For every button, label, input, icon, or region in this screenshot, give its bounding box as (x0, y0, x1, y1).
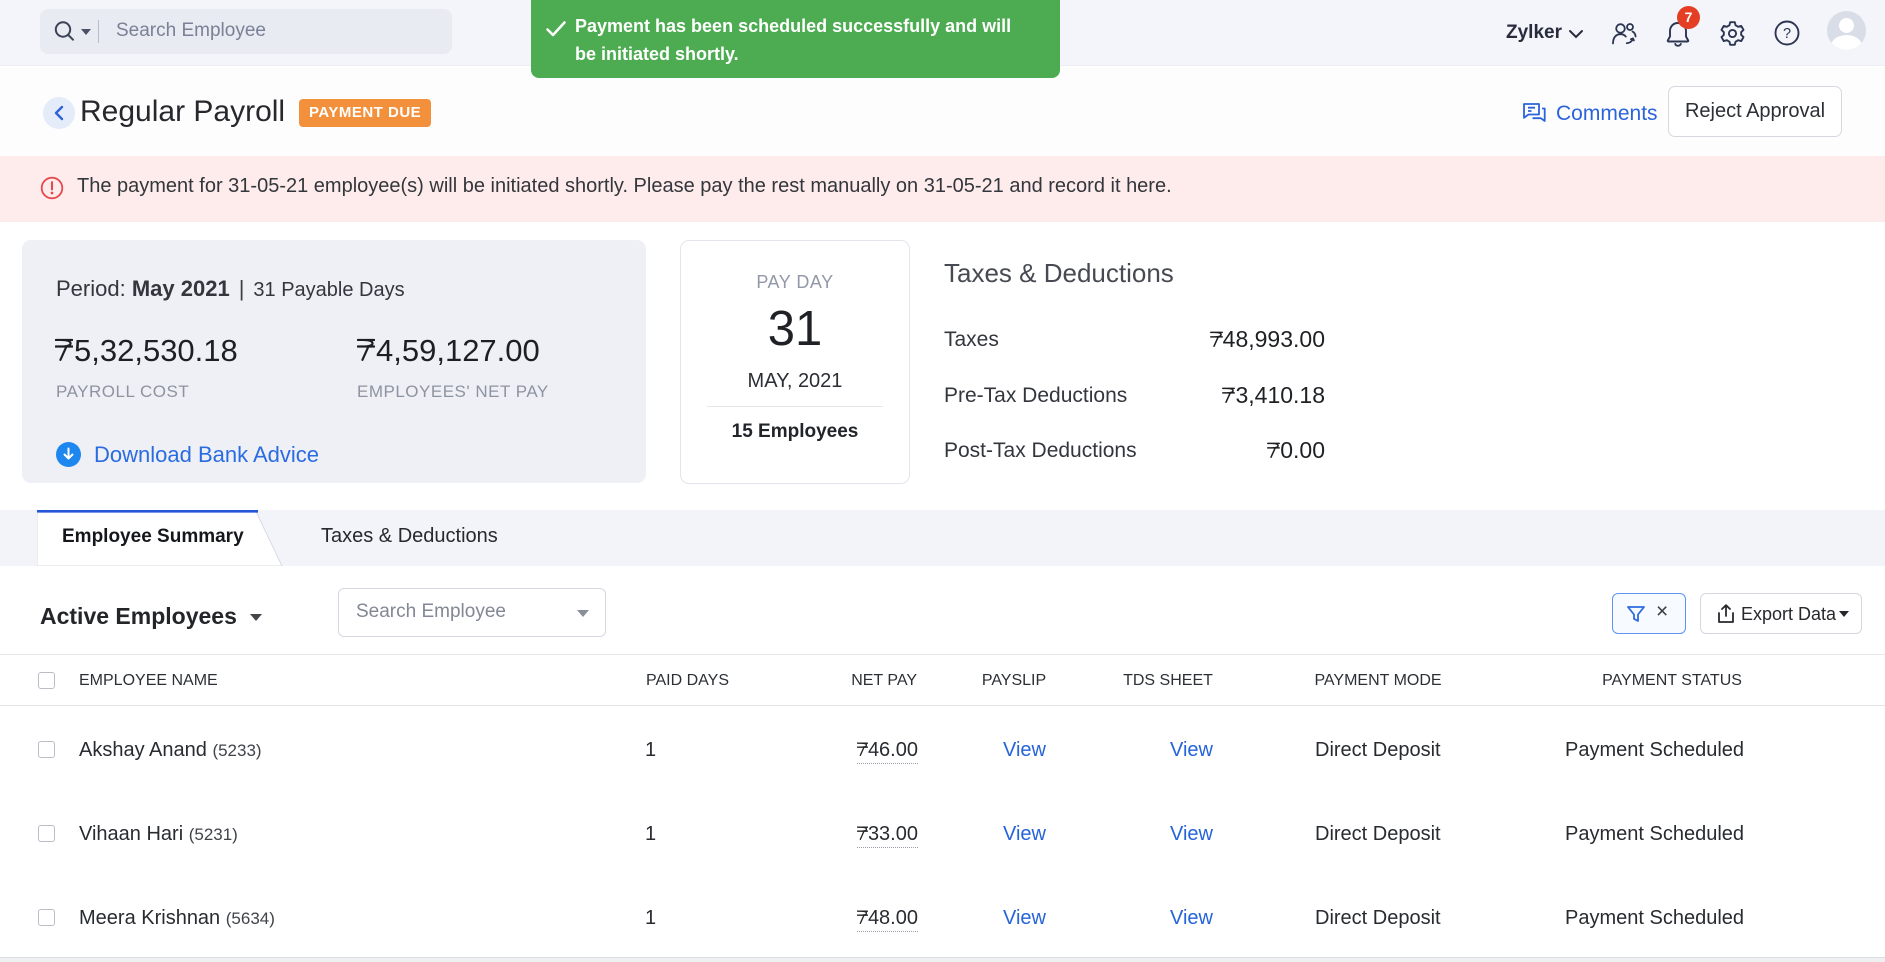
svg-text:?: ? (1783, 26, 1791, 42)
